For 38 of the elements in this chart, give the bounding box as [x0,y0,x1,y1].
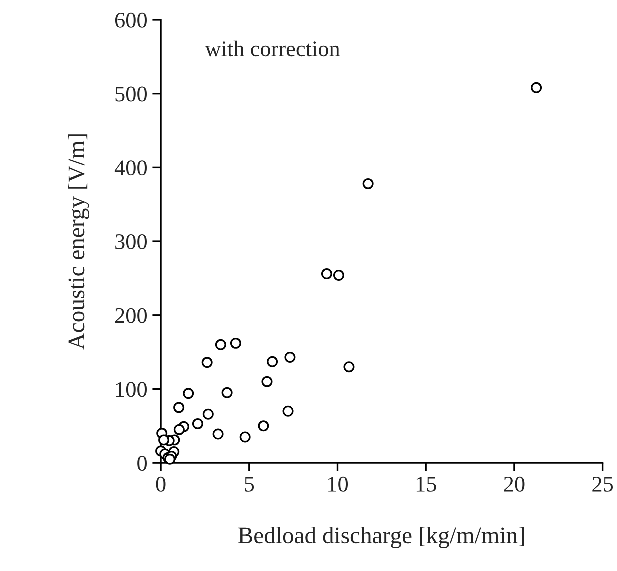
x-tick-label: 20 [504,476,525,492]
x-tick-label: 15 [416,477,436,492]
point [333,270,344,281]
point [174,424,185,436]
x-tick-label: 10 [328,476,348,492]
point [212,428,224,440]
point [240,432,251,443]
y-tick-label: 600 [115,12,147,28]
point [222,387,233,398]
point [183,388,194,400]
x-axis-title: Bedload discharge [kg/m/min] [238,526,524,548]
point [284,352,296,363]
x-tick-label: 5 [245,477,254,492]
y-tick-label: 200 [115,308,147,324]
annotation: with correction [205,40,340,57]
point [262,376,273,388]
y-tick-label: 100 [116,382,147,398]
point [344,362,355,373]
x-tick-label: 0 [156,476,166,492]
y-axis-title: Acoustic energy [V/m] [68,134,90,350]
point [321,268,332,280]
point [531,82,542,94]
point [230,338,242,349]
point [192,418,204,430]
point [202,408,214,420]
y-tick-label: 400 [114,160,147,176]
point [258,420,270,432]
point [174,402,185,414]
y-tick-label: 300 [116,234,147,250]
point [282,406,294,417]
point [158,434,170,446]
y-tick-label: 0 [138,456,147,472]
y-tick-label: 500 [116,86,147,102]
point [215,339,226,350]
point [202,357,213,368]
point [362,178,374,190]
x-tick-label: 25 [592,476,614,492]
point [267,356,278,368]
